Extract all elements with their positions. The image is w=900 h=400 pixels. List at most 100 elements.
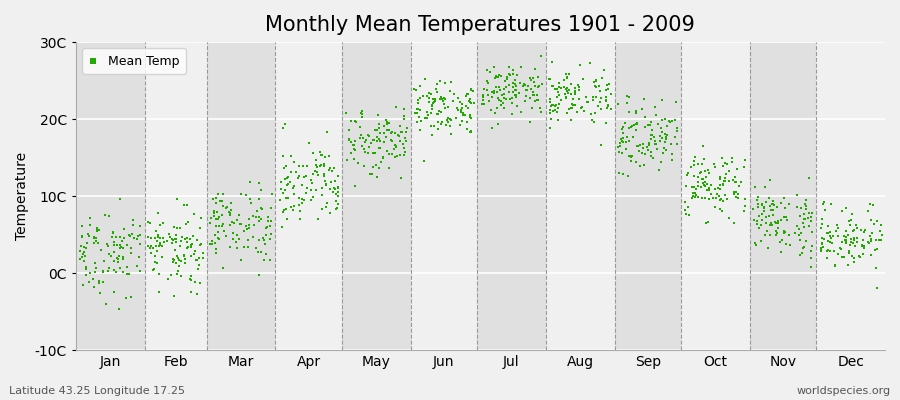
Mean Temp — [548, 107, 562, 113]
Mean Temp — [463, 129, 477, 136]
Mean Temp — [122, 232, 136, 238]
Mean Temp — [627, 122, 642, 128]
Mean Temp — [444, 116, 458, 123]
Mean Temp — [437, 105, 452, 112]
Mean Temp — [562, 106, 576, 112]
Mean Temp — [629, 121, 643, 127]
Title: Monthly Mean Temperatures 1901 - 2009: Monthly Mean Temperatures 1901 - 2009 — [266, 15, 696, 35]
Mean Temp — [716, 155, 730, 161]
Mean Temp — [505, 100, 519, 106]
Mean Temp — [300, 163, 314, 170]
Mean Temp — [435, 96, 449, 102]
Mean Temp — [433, 96, 447, 102]
Mean Temp — [834, 239, 849, 245]
Mean Temp — [760, 228, 775, 234]
Mean Temp — [628, 127, 643, 134]
Mean Temp — [410, 97, 425, 103]
Mean Temp — [89, 238, 104, 244]
Mean Temp — [599, 105, 614, 111]
Mean Temp — [432, 108, 446, 114]
Mean Temp — [870, 246, 885, 252]
Bar — [545, 42, 615, 350]
Mean Temp — [109, 234, 123, 240]
Mean Temp — [491, 121, 505, 127]
Mean Temp — [679, 211, 693, 218]
Mean Temp — [644, 149, 659, 156]
Mean Temp — [82, 222, 96, 228]
Mean Temp — [149, 227, 164, 234]
Mean Temp — [611, 144, 625, 150]
Mean Temp — [804, 218, 818, 224]
Mean Temp — [322, 166, 337, 173]
Mean Temp — [633, 163, 647, 169]
Mean Temp — [750, 221, 764, 227]
Mean Temp — [106, 241, 121, 248]
Mean Temp — [698, 179, 712, 186]
Mean Temp — [167, 257, 182, 263]
Mean Temp — [637, 114, 652, 120]
Mean Temp — [754, 201, 769, 207]
Mean Temp — [380, 148, 394, 155]
Mean Temp — [313, 149, 328, 155]
Mean Temp — [171, 255, 185, 261]
Mean Temp — [252, 237, 266, 244]
Mean Temp — [257, 240, 272, 247]
Mean Temp — [686, 189, 700, 196]
Mean Temp — [646, 155, 661, 161]
Mean Temp — [612, 148, 626, 155]
Mean Temp — [560, 74, 574, 80]
Mean Temp — [696, 180, 710, 186]
Mean Temp — [384, 137, 399, 143]
Mean Temp — [461, 105, 475, 112]
Mean Temp — [631, 143, 645, 150]
Mean Temp — [237, 228, 251, 234]
Mean Temp — [148, 259, 162, 265]
Mean Temp — [374, 158, 388, 165]
Mean Temp — [418, 76, 432, 82]
Mean Temp — [215, 212, 230, 218]
Mean Temp — [642, 142, 656, 148]
Mean Temp — [630, 120, 644, 126]
Mean Temp — [82, 279, 96, 286]
Y-axis label: Temperature: Temperature — [15, 152, 29, 240]
Mean Temp — [159, 238, 174, 244]
Mean Temp — [789, 192, 804, 198]
Mean Temp — [155, 243, 169, 250]
Mean Temp — [728, 178, 742, 185]
Mean Temp — [169, 260, 184, 266]
Mean Temp — [365, 164, 380, 170]
Mean Temp — [97, 258, 112, 264]
Mean Temp — [238, 192, 253, 198]
Mean Temp — [349, 118, 364, 125]
Mean Temp — [814, 225, 828, 231]
Mean Temp — [792, 226, 806, 232]
Mean Temp — [814, 240, 829, 246]
Text: Latitude 43.25 Longitude 17.25: Latitude 43.25 Longitude 17.25 — [9, 386, 185, 396]
Mean Temp — [152, 289, 166, 295]
Mean Temp — [804, 248, 818, 255]
Mean Temp — [543, 98, 557, 105]
Mean Temp — [420, 92, 435, 99]
Mean Temp — [872, 237, 886, 244]
Mean Temp — [838, 237, 852, 244]
Mean Temp — [568, 91, 582, 97]
Mean Temp — [152, 240, 166, 246]
Mean Temp — [417, 158, 431, 164]
Mean Temp — [184, 253, 198, 260]
Mean Temp — [839, 227, 853, 234]
Mean Temp — [189, 257, 203, 264]
Mean Temp — [466, 88, 481, 94]
Mean Temp — [399, 129, 413, 136]
Mean Temp — [599, 96, 614, 103]
Bar — [410, 42, 477, 350]
Mean Temp — [559, 70, 573, 77]
Mean Temp — [678, 207, 692, 214]
Mean Temp — [481, 92, 495, 98]
Mean Temp — [329, 191, 344, 197]
Mean Temp — [181, 219, 195, 225]
Mean Temp — [823, 248, 837, 254]
Mean Temp — [234, 257, 248, 263]
Mean Temp — [373, 144, 387, 151]
Mean Temp — [309, 186, 323, 193]
Mean Temp — [323, 165, 338, 171]
